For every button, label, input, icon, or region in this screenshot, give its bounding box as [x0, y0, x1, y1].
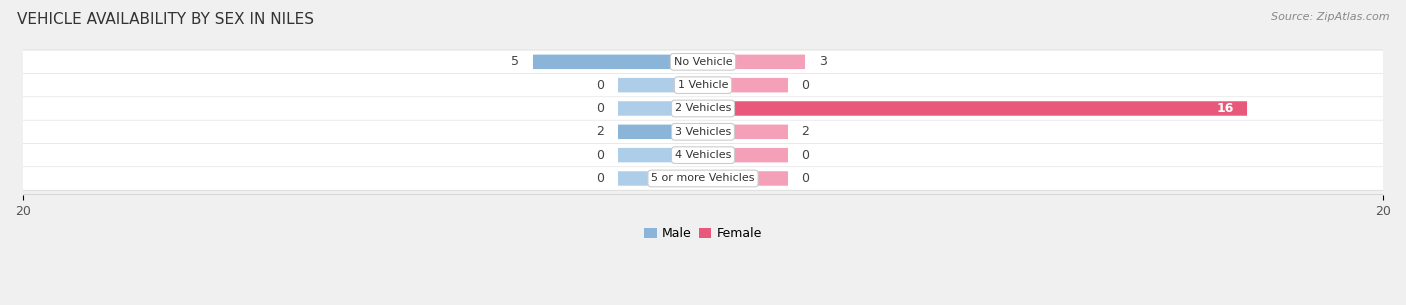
Text: No Vehicle: No Vehicle — [673, 57, 733, 67]
FancyBboxPatch shape — [11, 143, 1395, 167]
FancyBboxPatch shape — [11, 73, 1395, 97]
Text: 2: 2 — [596, 125, 605, 138]
Text: 0: 0 — [596, 79, 605, 92]
FancyBboxPatch shape — [619, 171, 703, 186]
FancyBboxPatch shape — [703, 101, 1247, 116]
FancyBboxPatch shape — [533, 55, 703, 69]
Text: 2 Vehicles: 2 Vehicles — [675, 103, 731, 113]
Text: 1 Vehicle: 1 Vehicle — [678, 80, 728, 90]
FancyBboxPatch shape — [11, 50, 1395, 74]
FancyBboxPatch shape — [14, 167, 1392, 190]
Text: VEHICLE AVAILABILITY BY SEX IN NILES: VEHICLE AVAILABILITY BY SEX IN NILES — [17, 12, 314, 27]
Legend: Male, Female: Male, Female — [640, 222, 766, 245]
Text: 5: 5 — [512, 55, 519, 68]
FancyBboxPatch shape — [14, 97, 1392, 120]
FancyBboxPatch shape — [619, 78, 703, 92]
FancyBboxPatch shape — [703, 55, 806, 69]
Text: 3 Vehicles: 3 Vehicles — [675, 127, 731, 137]
Text: 2: 2 — [801, 125, 810, 138]
FancyBboxPatch shape — [14, 144, 1392, 167]
Text: 0: 0 — [596, 102, 605, 115]
FancyBboxPatch shape — [619, 124, 703, 139]
FancyBboxPatch shape — [703, 124, 787, 139]
FancyBboxPatch shape — [11, 166, 1395, 191]
FancyBboxPatch shape — [14, 120, 1392, 143]
Text: 0: 0 — [801, 79, 810, 92]
Text: 5 or more Vehicles: 5 or more Vehicles — [651, 174, 755, 184]
Text: 0: 0 — [801, 172, 810, 185]
Text: Source: ZipAtlas.com: Source: ZipAtlas.com — [1271, 12, 1389, 22]
Text: 0: 0 — [801, 149, 810, 162]
Text: 0: 0 — [596, 172, 605, 185]
FancyBboxPatch shape — [619, 148, 703, 162]
FancyBboxPatch shape — [11, 96, 1395, 120]
FancyBboxPatch shape — [703, 78, 787, 92]
Text: 3: 3 — [818, 55, 827, 68]
FancyBboxPatch shape — [14, 74, 1392, 97]
FancyBboxPatch shape — [14, 50, 1392, 73]
FancyBboxPatch shape — [619, 101, 703, 116]
Text: 16: 16 — [1216, 102, 1233, 115]
FancyBboxPatch shape — [11, 120, 1395, 144]
FancyBboxPatch shape — [703, 148, 787, 162]
Text: 4 Vehicles: 4 Vehicles — [675, 150, 731, 160]
Text: 0: 0 — [596, 149, 605, 162]
FancyBboxPatch shape — [703, 171, 787, 186]
